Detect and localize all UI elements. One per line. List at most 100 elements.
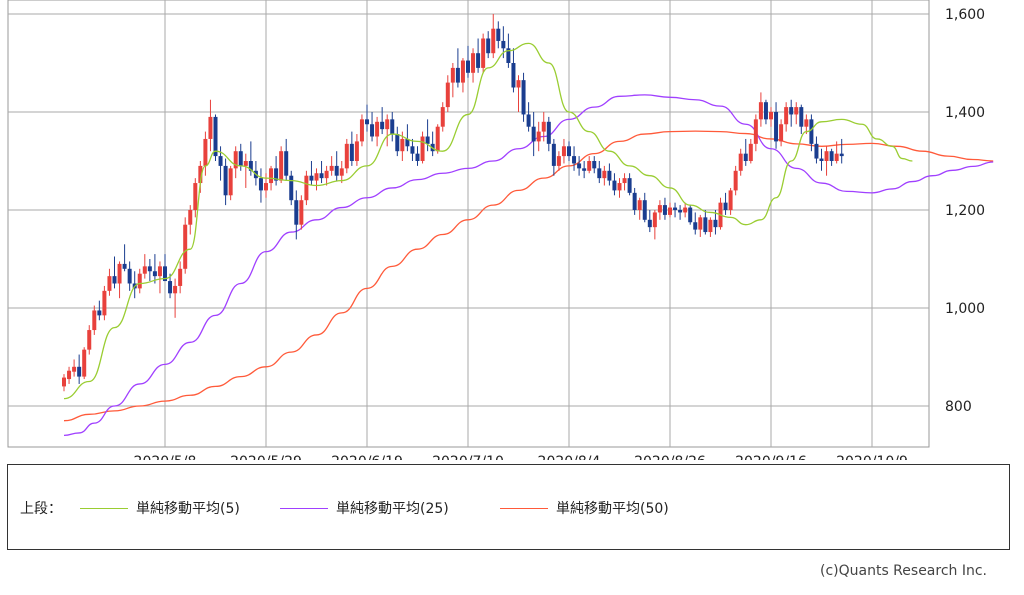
candle-body (299, 200, 304, 225)
candle (632, 187, 637, 215)
candle-body (309, 175, 314, 181)
candle (319, 161, 324, 184)
candle (521, 72, 526, 122)
candle (804, 114, 809, 135)
candle-body (769, 112, 773, 120)
candle (344, 138, 349, 174)
candle (112, 256, 117, 289)
candle-body (82, 349, 87, 377)
candle (314, 168, 319, 191)
candle (743, 138, 748, 166)
candle-body (708, 219, 713, 233)
candle-body (839, 153, 844, 157)
candle-body (208, 116, 213, 139)
y-tick-label: 1,200 (945, 203, 985, 219)
candle (339, 161, 344, 184)
candle (243, 153, 248, 188)
y-tick-label: 1,000 (945, 301, 985, 317)
candle-body (496, 28, 501, 41)
ma5-line (63, 42, 913, 400)
copyright-notice: (c)Quants Research Inc. (819, 563, 987, 579)
candle-body (794, 107, 799, 115)
candle-body (647, 219, 652, 228)
candle (602, 165, 607, 186)
candle (673, 202, 678, 218)
candle-body (829, 151, 834, 161)
candle (309, 161, 314, 186)
candle (647, 210, 652, 233)
candle-body (597, 168, 602, 179)
candle (516, 75, 521, 112)
candle-body (536, 131, 541, 142)
candle (511, 48, 516, 93)
candle (587, 156, 592, 174)
candle-body (481, 38, 486, 68)
candle (476, 38, 481, 73)
candle-body (541, 121, 546, 132)
candle (107, 268, 112, 296)
candle (390, 112, 395, 142)
candle (375, 116, 380, 147)
grid-lines (8, 0, 929, 447)
candle-body (814, 143, 819, 159)
candle-body (688, 207, 693, 223)
candle-body (728, 190, 733, 210)
candle (541, 112, 546, 142)
candle-body (112, 276, 117, 284)
candle (824, 146, 829, 176)
candle (531, 112, 536, 157)
candle (662, 197, 667, 220)
candle (178, 261, 183, 294)
candle-body (779, 124, 784, 142)
candle-body (238, 151, 243, 166)
candle-body (354, 141, 359, 161)
candle-body (203, 138, 208, 166)
candle (445, 75, 450, 112)
candle-body (834, 153, 839, 161)
candle (193, 178, 198, 218)
candle (794, 102, 799, 125)
candle-body (758, 102, 763, 120)
candle-body (375, 121, 380, 137)
candle-body (157, 266, 162, 277)
legend-swatch-ma25 (280, 507, 328, 509)
candle (380, 107, 385, 135)
candle-body (516, 80, 521, 88)
candle (567, 141, 571, 161)
candle (612, 173, 617, 196)
candle (122, 244, 127, 272)
candle (582, 161, 587, 179)
candle-body (526, 114, 531, 127)
candle-body (107, 276, 112, 291)
candle-body (264, 183, 268, 191)
candle-body (289, 175, 294, 201)
candle (92, 305, 97, 335)
candle-body (804, 119, 809, 127)
x-tick-label: 2020/5/29 (230, 454, 302, 460)
candle (188, 205, 193, 235)
candle (642, 192, 647, 223)
legend-label-ma5: 単純移動平均(5) (136, 501, 240, 517)
candle (748, 138, 753, 164)
candle-body (173, 285, 178, 294)
candle-body (466, 60, 470, 73)
x-tick-label: 2020/5/8 (134, 454, 197, 460)
candle-body (622, 178, 627, 184)
candle (410, 138, 415, 161)
candle-body (324, 170, 329, 179)
candle-body (420, 136, 425, 161)
candle (142, 254, 147, 279)
candle (577, 156, 582, 176)
candle-body (304, 175, 309, 201)
candle (779, 119, 784, 147)
x-tick-label: 2020/9/16 (735, 454, 807, 460)
candle-body (122, 263, 127, 269)
candle-body (319, 173, 324, 179)
candle-body (339, 168, 344, 176)
candle-body (723, 202, 728, 210)
candle (617, 178, 622, 198)
candle-body (152, 271, 157, 277)
candle (758, 92, 763, 127)
candle (203, 131, 208, 176)
candle-body (713, 219, 718, 228)
